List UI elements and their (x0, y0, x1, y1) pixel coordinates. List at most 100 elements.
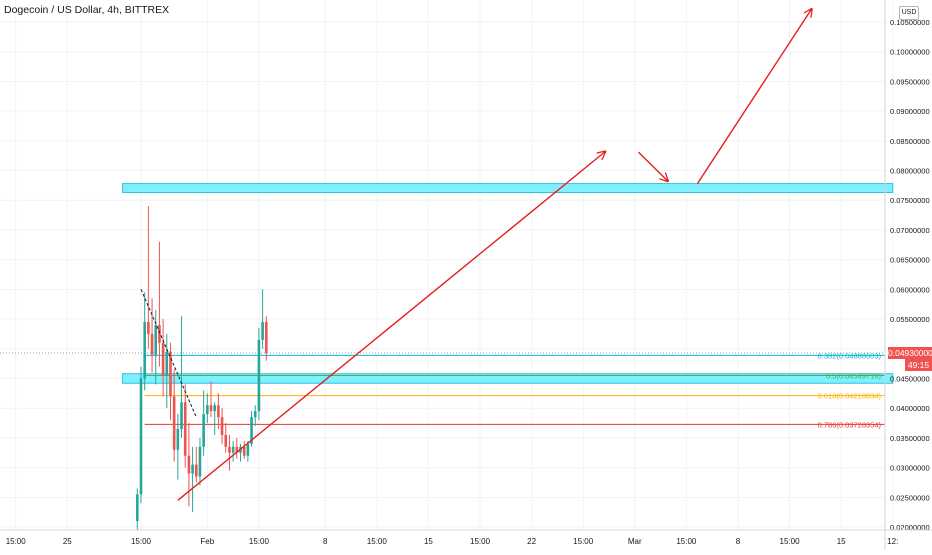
candle-body (206, 405, 209, 415)
candlestick-series (136, 206, 268, 530)
candle-body (172, 396, 176, 450)
candle-body (143, 322, 146, 379)
candle (253, 405, 257, 427)
y-tick-label: 0.04000000 (890, 404, 930, 413)
y-tick-label: 0.07500000 (890, 196, 930, 205)
x-tick-label: 25 (63, 537, 72, 546)
x-tick-label: 8 (323, 537, 328, 546)
x-tick-label: 15:00 (249, 537, 270, 546)
candle (194, 446, 198, 483)
y-tick-label: 0.06000000 (890, 285, 930, 294)
projection-arrow (177, 152, 605, 501)
candle (150, 298, 154, 373)
candle-body (228, 446, 231, 453)
candle-body (158, 325, 161, 343)
projection-arrows[interactable] (177, 9, 812, 501)
x-tick-label: 15:00 (573, 537, 594, 546)
bar-countdown-label: 49:15 (905, 358, 932, 371)
candle (139, 366, 143, 504)
candle-body (176, 428, 180, 450)
chart-title: Dogecoin / US Dollar, 4h, BITTREX (4, 4, 170, 16)
y-tick-label: 0.05500000 (890, 315, 930, 324)
candle-body (187, 455, 191, 474)
candle (217, 393, 220, 429)
y-tick-label: 0.02000000 (890, 523, 930, 532)
candle-body (150, 333, 154, 355)
candle (209, 381, 213, 418)
candle (246, 440, 250, 462)
candle-body (224, 434, 228, 447)
horizontal-zones[interactable] (122, 183, 894, 384)
current-price-label: 0.04930000 (888, 346, 932, 359)
candle-body (154, 325, 158, 355)
candle (161, 319, 165, 397)
fib-level-label: 0.618(0.04210834) (818, 392, 882, 401)
candle-body (231, 446, 235, 453)
candle-body (147, 322, 150, 334)
x-tick-label: 15 (424, 537, 433, 546)
y-tick-label: 0.09000000 (890, 107, 930, 116)
candle-body (209, 405, 213, 412)
candle-body (198, 446, 202, 477)
grid (0, 0, 894, 530)
y-tick-label: 0.08500000 (890, 137, 930, 146)
candle (257, 327, 261, 421)
x-tick-label: 15:00 (780, 537, 801, 546)
candle-body (161, 342, 165, 376)
candle (231, 440, 235, 462)
candle (264, 316, 268, 361)
fib-retracement[interactable]: 0.382(0.04888603) 0.5(0.04549718) 0.618(0.… (144, 351, 885, 429)
candle (169, 342, 172, 421)
candle-body (242, 446, 246, 456)
support-resistance-zone (122, 183, 894, 194)
y-tick-label: 0.04500000 (890, 374, 930, 383)
x-tick-label: 22 (527, 537, 536, 546)
candle (180, 316, 183, 438)
x-tick-label: Feb (200, 537, 214, 546)
candle (176, 414, 180, 480)
candle (143, 292, 146, 391)
candle (158, 241, 161, 367)
fib-level-label: 0.786(0.03728354) (818, 420, 882, 429)
candle-body (264, 322, 268, 353)
candle (183, 384, 187, 468)
candle-body (246, 443, 250, 456)
candle (239, 443, 242, 462)
candle-body (194, 464, 198, 477)
x-tick-label: 15:00 (367, 537, 388, 546)
candle (136, 488, 139, 530)
candle-body (180, 402, 183, 429)
candle-body (261, 322, 264, 340)
currency-button[interactable]: USD (899, 6, 919, 20)
candle-body (213, 405, 216, 412)
x-tick-label: 15:00 (470, 537, 491, 546)
candle (198, 437, 202, 486)
candle-body (253, 411, 257, 418)
candle-body (139, 378, 143, 495)
fib-level-label: 0.5(0.04549718) (826, 372, 882, 381)
x-tick-label: 15 (837, 537, 846, 546)
candle (242, 440, 246, 459)
projection-arrow (637, 151, 667, 181)
y-tick-label: 0.10000000 (890, 48, 930, 57)
y-tick-label: 0.10500000 (890, 18, 930, 27)
y-tick-label: 0.08000000 (890, 167, 930, 176)
candle-body (235, 446, 239, 453)
projection-arrow (696, 9, 811, 184)
candle-body (202, 414, 205, 447)
candle-body (250, 417, 253, 444)
y-tick-label: 0.03500000 (890, 434, 930, 443)
candle-body (169, 351, 172, 397)
x-tick-label: 12: (887, 537, 898, 546)
x-tick-label: 15:00 (6, 537, 27, 546)
candle (228, 434, 231, 471)
candle-body (217, 405, 220, 418)
dashed-trend-line (140, 289, 197, 418)
candle (213, 402, 216, 435)
trend-lines[interactable] (140, 289, 197, 418)
candle (187, 423, 191, 507)
y-tick-label: 0.06500000 (890, 256, 930, 265)
